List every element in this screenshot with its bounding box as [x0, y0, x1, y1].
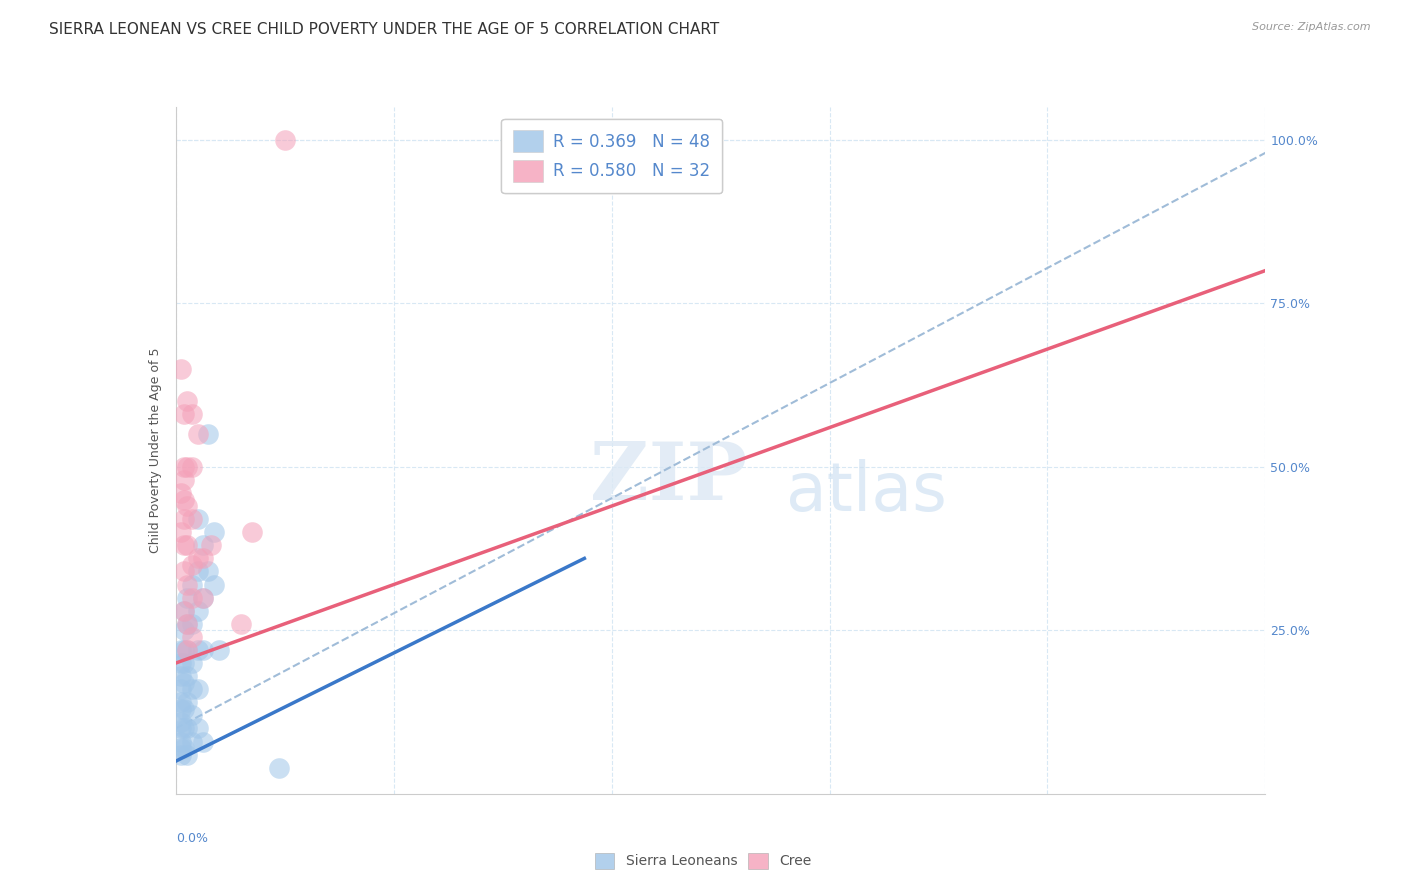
Point	[186, 427, 209, 442]
Point	[191, 591, 214, 605]
Point	[191, 734, 214, 748]
Point	[173, 512, 195, 526]
Point	[269, 761, 291, 775]
Point	[176, 616, 198, 631]
Point	[181, 734, 204, 748]
Point	[176, 459, 198, 474]
Point	[176, 616, 198, 631]
Point	[181, 408, 204, 422]
Text: 0.0%: 0.0%	[176, 831, 208, 845]
Point	[170, 643, 193, 657]
Point	[176, 591, 198, 605]
Point	[240, 525, 263, 540]
Point	[170, 486, 193, 500]
Y-axis label: Child Poverty Under the Age of 5: Child Poverty Under the Age of 5	[149, 348, 162, 553]
Point	[202, 577, 225, 591]
Point	[170, 656, 193, 670]
Point	[176, 722, 198, 736]
Point	[176, 538, 198, 552]
Point	[186, 643, 209, 657]
Point	[186, 512, 209, 526]
Point	[191, 643, 214, 657]
Point	[170, 682, 193, 697]
Point	[197, 565, 219, 579]
Point	[173, 473, 195, 487]
Point	[173, 459, 195, 474]
Point	[176, 577, 198, 591]
Point	[181, 656, 204, 670]
Point	[181, 591, 204, 605]
Point	[191, 538, 214, 552]
Point	[181, 558, 204, 572]
Point	[186, 722, 209, 736]
Point	[173, 643, 195, 657]
Point	[181, 708, 204, 723]
Legend: R = 0.369   N = 48, R = 0.580   N = 32: R = 0.369 N = 48, R = 0.580 N = 32	[502, 119, 721, 194]
Point	[274, 133, 297, 147]
Point	[170, 525, 193, 540]
Point	[186, 682, 209, 697]
Point	[181, 616, 204, 631]
Point	[186, 565, 209, 579]
Point	[173, 722, 195, 736]
Point	[170, 702, 193, 716]
Point	[176, 643, 198, 657]
Point	[231, 616, 253, 631]
Point	[170, 747, 193, 762]
Point	[173, 538, 195, 552]
Point	[176, 394, 198, 409]
Point	[176, 695, 198, 709]
Point	[176, 669, 198, 683]
Text: atlas: atlas	[786, 458, 946, 524]
Point	[200, 538, 222, 552]
Point	[202, 525, 225, 540]
Point	[173, 741, 195, 756]
Point	[170, 695, 193, 709]
Point	[170, 714, 193, 729]
Point	[197, 427, 219, 442]
Point	[176, 499, 198, 513]
Point	[170, 741, 193, 756]
Point	[181, 459, 204, 474]
Point	[173, 702, 195, 716]
Point	[181, 630, 204, 644]
Point	[170, 361, 193, 376]
Point	[173, 604, 195, 618]
Point	[173, 565, 195, 579]
Point	[186, 604, 209, 618]
Point	[208, 643, 231, 657]
Point	[170, 722, 193, 736]
Point	[173, 492, 195, 507]
Point	[191, 591, 214, 605]
Point	[181, 682, 204, 697]
Point	[176, 747, 198, 762]
Point	[173, 675, 195, 690]
Point	[181, 577, 204, 591]
Point	[173, 656, 195, 670]
Point	[173, 604, 195, 618]
Point	[170, 669, 193, 683]
Point	[186, 551, 209, 566]
Point	[176, 643, 198, 657]
Point	[191, 551, 214, 566]
Legend: Sierra Leoneans, Cree: Sierra Leoneans, Cree	[589, 847, 817, 874]
Text: ZIP: ZIP	[591, 439, 747, 517]
Point	[181, 512, 204, 526]
Point	[170, 734, 193, 748]
Point	[173, 408, 195, 422]
Text: Source: ZipAtlas.com: Source: ZipAtlas.com	[1253, 22, 1371, 32]
Text: SIERRA LEONEAN VS CREE CHILD POVERTY UNDER THE AGE OF 5 CORRELATION CHART: SIERRA LEONEAN VS CREE CHILD POVERTY UND…	[49, 22, 720, 37]
Point	[173, 624, 195, 638]
